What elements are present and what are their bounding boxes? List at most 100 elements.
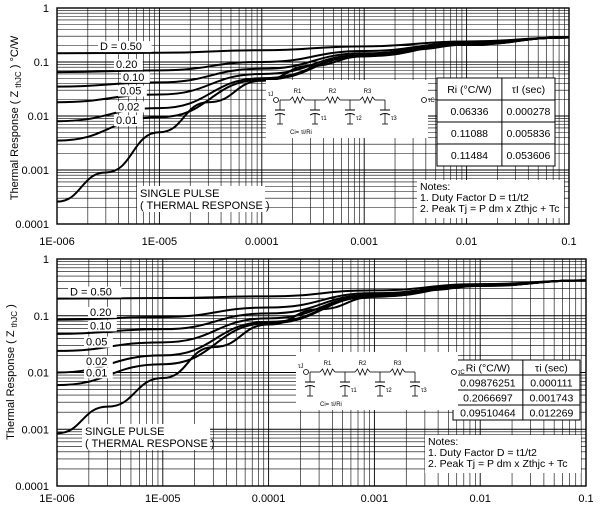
x-tick-label: 0.001 xyxy=(350,236,378,248)
single-pulse-curve xyxy=(56,36,570,203)
y-tick-label: 0.001 xyxy=(21,165,49,177)
resistor-symbol xyxy=(359,95,376,105)
curve-label: 0.01 xyxy=(116,115,137,127)
rc-ci-formula: Ci= τi/Ri xyxy=(320,402,342,408)
curve-label-bg xyxy=(116,101,145,113)
notes-bg xyxy=(417,180,564,218)
rc-table-cell: 0.005836 xyxy=(507,128,551,140)
rc-table-cell: 0.09510464 xyxy=(460,408,516,420)
rc-terminal xyxy=(451,369,457,375)
chart-panel-1: 1E-006 1E-005 0.0001 0.001 0.01 0.1 1 0.1 0.01 0.… xyxy=(9,3,577,248)
curve-label-bg xyxy=(88,320,117,332)
y-tick-label: 0.01 xyxy=(28,111,49,123)
x-tick-label: 1E-006 xyxy=(39,236,74,248)
rc-terminal xyxy=(421,97,427,103)
rc-table-header: Ri (°C/W) xyxy=(447,84,491,96)
rc-resistor-label: R2 xyxy=(329,89,337,95)
curve-label-bg xyxy=(121,71,150,83)
rc-tau-label: τC xyxy=(458,370,465,376)
rc-circuit-bg xyxy=(296,352,458,410)
y-tick-label: 0.001 xyxy=(21,424,49,436)
capacitor-plate xyxy=(379,113,391,116)
rc-table-cell: 0.000111 xyxy=(530,378,572,390)
rc-resistor-label: R2 xyxy=(359,361,367,367)
curve-label-bg xyxy=(114,59,143,71)
rc-circuit: τJ τC R1 R2 R3 τ1 τ2 τ3 Ci= τi/Ri xyxy=(266,80,435,138)
resistor-symbol xyxy=(289,95,306,105)
curve-label-bg xyxy=(88,306,117,318)
curve-label: 0.10 xyxy=(90,320,111,332)
curve-label: D = 0.50 xyxy=(70,287,112,299)
rc-tau-label: τJ xyxy=(268,92,273,98)
resistor-symbol xyxy=(324,95,341,105)
rc-table-cell: 0.000278 xyxy=(507,106,551,118)
curve-label: 0.20 xyxy=(90,307,111,319)
resistor-symbol xyxy=(319,367,336,377)
curve-label-bg xyxy=(118,85,147,97)
x-tick-label: 0.1 xyxy=(561,236,576,248)
y-tick-label: 0.1 xyxy=(34,311,49,323)
x-tick-label: 0.1 xyxy=(578,493,593,505)
curve-label-bg xyxy=(84,355,113,367)
x-tick-label: 0.0001 xyxy=(245,236,279,248)
rc-table-header: Ri (°C/W) xyxy=(466,363,510,375)
rc-table-cell: 0.012269 xyxy=(530,408,574,420)
rc-table-cell: 0.11484 xyxy=(451,150,488,162)
y-axis-label: Thermal Response ( Z thJC ) xyxy=(5,304,19,440)
capacitor-plate xyxy=(374,385,386,388)
curve-label: 0.20 xyxy=(116,59,137,71)
curve-label-bg xyxy=(84,336,113,348)
x-tick-label: 0.01 xyxy=(469,493,490,505)
x-tick-label: 0.01 xyxy=(456,236,477,248)
rc-tau-label: τ1 xyxy=(351,388,357,394)
curve-label-bg xyxy=(114,115,143,127)
x-tick-label: 1E-005 xyxy=(145,493,180,505)
rc-table-header: τI (sec) xyxy=(512,84,545,96)
rc-table-cell: 0.11088 xyxy=(451,128,488,140)
duty-curve-020 xyxy=(56,279,587,321)
single-pulse-label: SINGLE PULSE xyxy=(140,188,219,200)
capacitor-plate xyxy=(274,113,286,116)
y-tick-label: 0.1 xyxy=(34,57,49,69)
y-axis-label: Thermal Response ( Z thJC ) °C/W xyxy=(9,35,23,200)
notes-line: 2. Peak Tj = P dm x Zthjc + Tc xyxy=(420,203,559,215)
rc-tau-label: τ3 xyxy=(391,116,397,122)
rc-tau-label: τ1 xyxy=(321,116,327,122)
rc-terminal xyxy=(273,97,279,103)
resistor-symbol xyxy=(354,367,371,377)
x-tick-label: 1E-005 xyxy=(142,236,177,248)
rc-tau-label: τ3 xyxy=(421,388,427,394)
rc-table-header: τi (sec) xyxy=(535,363,568,375)
curve-label: D = 0.50 xyxy=(100,41,142,53)
single-pulse-label: ( THERMAL RESPONSE ) xyxy=(140,200,270,212)
rc-table-cell: 0.2066697 xyxy=(463,393,513,405)
single-pulse-label: ( THERMAL RESPONSE ) xyxy=(85,438,215,450)
curve-label: 0.05 xyxy=(120,85,141,97)
rc-tau-label: τJ xyxy=(298,364,303,370)
notes-heading: Notes: xyxy=(420,181,450,193)
rc-tau-label: τC xyxy=(428,98,435,104)
rc-table: Ri (°C/W) τi (sec) 0.09876251 0.000111 0.206… xyxy=(452,359,581,421)
y-tick-label: 1 xyxy=(43,254,49,266)
notes-bg xyxy=(425,435,581,473)
capacitor-plate xyxy=(344,113,356,116)
curve-label-bg xyxy=(68,286,122,298)
x-tick-label: 0.001 xyxy=(361,493,389,505)
x-tick-label: 0.0001 xyxy=(252,493,286,505)
capacitor-plate xyxy=(339,385,351,388)
rc-table-cell: 0.053606 xyxy=(507,150,551,162)
chart-panel-2: 1E-006 1E-005 0.0001 0.001 0.01 0.110.10.010.… xyxy=(5,254,594,505)
single-pulse-label-bg xyxy=(137,186,265,212)
capacitor-plate xyxy=(309,113,321,116)
rc-table-cell: 0.09876251 xyxy=(460,378,516,390)
plot-frame xyxy=(56,7,570,225)
single-pulse-curve xyxy=(56,279,587,435)
capacitor-plate xyxy=(304,385,316,388)
resistor-symbol xyxy=(389,367,406,377)
y-tick-label: 0.0001 xyxy=(15,219,49,231)
curve-label: 0.02 xyxy=(118,101,139,113)
curve-label: 0.05 xyxy=(86,337,107,349)
notes-line: 2. Peak Tj = P dm x Zthjc + Tc xyxy=(428,458,567,470)
